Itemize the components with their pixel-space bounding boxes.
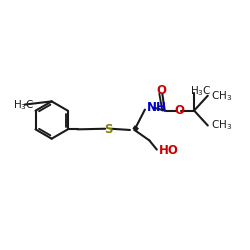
Text: H$_3$C: H$_3$C: [190, 84, 212, 98]
Text: O: O: [174, 104, 184, 117]
Text: O: O: [157, 84, 167, 97]
Text: HO: HO: [159, 144, 179, 157]
Text: NH: NH: [148, 101, 167, 114]
Text: H$_3$C: H$_3$C: [13, 98, 34, 112]
Text: CH$_3$: CH$_3$: [211, 89, 232, 102]
Text: CH$_3$: CH$_3$: [211, 118, 232, 132]
Text: S: S: [104, 124, 112, 136]
